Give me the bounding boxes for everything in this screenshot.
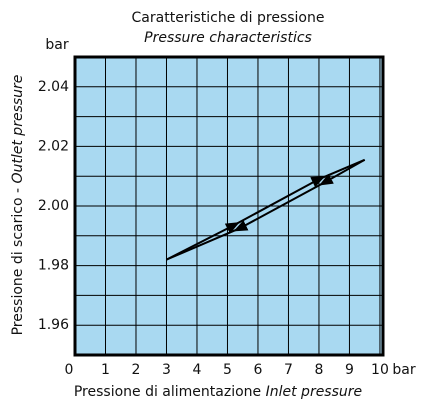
x-axis-label: Pressione di alimentazione Inlet pressur… [74, 384, 362, 400]
x-tick-label: 10 [371, 362, 389, 378]
plot-border [73, 55, 385, 357]
y-axis-label: Pressione di scarico - Outlet pressure [10, 75, 26, 336]
x-tick-label: 0 [65, 362, 74, 378]
y-unit: bar [45, 37, 68, 53]
x-tick-label: 6 [254, 362, 263, 378]
y-label-text: Pressione di scarico - [10, 188, 26, 335]
y-tick-label: 2.04 [38, 79, 69, 95]
x-tick-label: 3 [162, 362, 171, 378]
x-tick-label: 2 [132, 362, 141, 378]
y-tick-label: 1.96 [38, 317, 69, 333]
y-label-italic: Outlet pressure [10, 75, 26, 184]
x-tick-label: 9 [345, 362, 354, 378]
x-tick-label: 7 [284, 362, 293, 378]
pressure-line [166, 158, 366, 261]
chart-title: Caratteristiche di pressione [132, 10, 325, 26]
x-tick-label: 4 [193, 362, 202, 378]
x-label-text: Pressione di alimentazione [74, 384, 261, 400]
y-tick-label: 2.00 [38, 198, 69, 214]
chart-subtitle: Pressure characteristics [144, 30, 312, 46]
x-tick-label: 1 [101, 362, 110, 378]
y-tick-label: 1.98 [38, 258, 69, 274]
x-unit: bar [392, 362, 415, 378]
x-label-italic: Inlet pressure [266, 384, 363, 400]
x-tick-label: 5 [223, 362, 232, 378]
x-tick-label: 8 [314, 362, 323, 378]
y-tick-label: 2.02 [38, 138, 69, 154]
